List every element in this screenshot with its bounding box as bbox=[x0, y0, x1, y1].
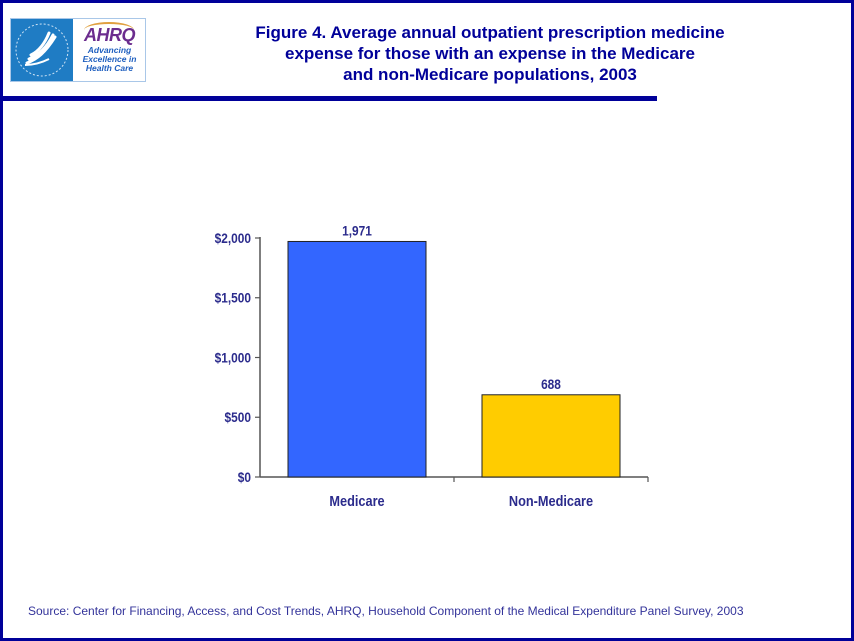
figure-title: Figure 4. Average annual outpatient pres… bbox=[160, 22, 820, 85]
hhs-eagle-icon bbox=[11, 19, 73, 81]
x-category-label: Medicare bbox=[329, 492, 384, 509]
y-tick-label: $2,000 bbox=[215, 230, 251, 246]
ahrq-brand: AHRQ Advancing Excellence in Health Care bbox=[74, 19, 145, 81]
bar-medicare bbox=[287, 240, 427, 478]
data-label: 688 bbox=[541, 376, 561, 392]
y-tick-label: $1,000 bbox=[215, 350, 251, 366]
source-note: Source: Center for Financing, Access, an… bbox=[28, 604, 744, 618]
ahrq-logo: AHRQ Advancing Excellence in Health Care bbox=[10, 18, 146, 82]
y-tick-label: $0 bbox=[238, 469, 251, 485]
data-label: 1,971 bbox=[342, 223, 372, 239]
ahrq-tagline-2: Excellence in bbox=[82, 54, 137, 64]
ahrq-tagline-3: Health Care bbox=[85, 63, 134, 73]
title-underline bbox=[3, 96, 657, 101]
title-line-3: and non-Medicare populations, 2003 bbox=[343, 65, 637, 84]
ahrq-arc-icon bbox=[84, 22, 134, 38]
title-line-2: expense for those with an expense in the… bbox=[284, 44, 695, 63]
ahrq-tagline-1: Advancing bbox=[87, 45, 132, 55]
y-tick-label: $1,500 bbox=[215, 290, 251, 306]
x-category-label: Non-Medicare bbox=[509, 492, 593, 509]
bar-non-medicare bbox=[481, 394, 621, 478]
title-line-1: Figure 4. Average annual outpatient pres… bbox=[255, 23, 725, 42]
y-tick-label: $500 bbox=[225, 409, 251, 425]
